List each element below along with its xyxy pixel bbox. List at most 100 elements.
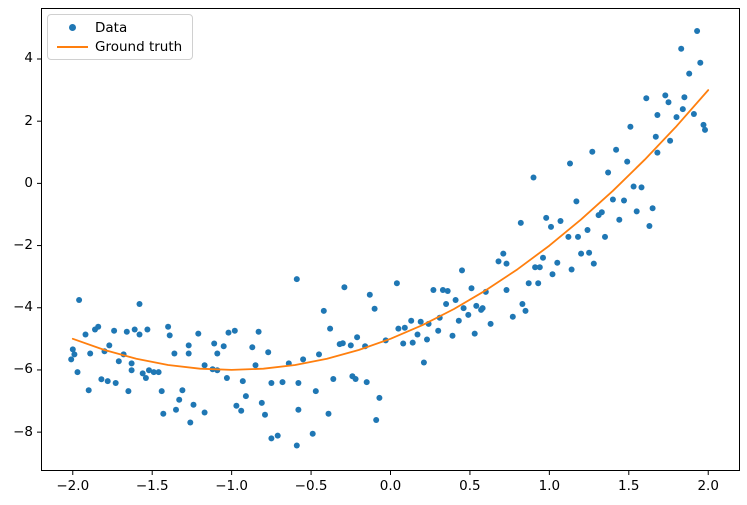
- data-point: [231, 327, 238, 334]
- data-point: [646, 223, 653, 229]
- data-point: [697, 59, 704, 66]
- data-point: [225, 329, 232, 336]
- data-point: [678, 45, 685, 52]
- x-tick-label: −1.0: [215, 478, 249, 494]
- data-point: [239, 378, 246, 385]
- data-point: [136, 331, 143, 338]
- data-point: [694, 28, 701, 34]
- data-point: [662, 92, 669, 99]
- data-point: [136, 301, 143, 307]
- data-point: [536, 264, 543, 271]
- data-point: [535, 280, 542, 287]
- data-point: [598, 209, 605, 216]
- axes-spines: [41, 8, 740, 471]
- y-tick-label: −4: [13, 299, 33, 316]
- data-point: [150, 369, 157, 376]
- data-point: [373, 417, 380, 423]
- data-marker-icon: [69, 24, 76, 31]
- data-point: [68, 356, 75, 363]
- data-point: [123, 328, 130, 335]
- data-point: [532, 264, 539, 271]
- data-point: [354, 334, 361, 341]
- data-point: [139, 370, 146, 377]
- data-point: [430, 287, 437, 293]
- data-point: [104, 378, 111, 385]
- data-point: [341, 284, 348, 291]
- data-point: [627, 123, 634, 130]
- data-point: [312, 388, 319, 395]
- data-point: [584, 227, 591, 233]
- data-point: [274, 432, 281, 439]
- legend-label-data: Data: [95, 19, 128, 36]
- data-point: [300, 356, 307, 363]
- data-point: [279, 379, 286, 386]
- data-point: [567, 160, 573, 167]
- data-point: [525, 280, 532, 287]
- data-point: [609, 196, 616, 203]
- data-point: [643, 95, 650, 102]
- data-point: [495, 258, 502, 265]
- data-point: [400, 340, 407, 347]
- data-point: [142, 375, 149, 381]
- data-point: [131, 326, 138, 333]
- data-point: [185, 342, 192, 349]
- x-tick-label: 1.0: [538, 478, 561, 494]
- y-tick-label: 4: [24, 50, 33, 67]
- data-point: [325, 410, 332, 417]
- data-point: [471, 330, 478, 337]
- data-point: [111, 327, 118, 334]
- data-point: [74, 369, 81, 376]
- data-point: [179, 387, 186, 394]
- data-point: [401, 324, 408, 331]
- data-point: [500, 250, 507, 257]
- data-point: [460, 305, 467, 312]
- x-tick-label: 1.5: [618, 478, 640, 494]
- data-point: [638, 184, 645, 191]
- data-point: [146, 367, 152, 374]
- data-point: [630, 183, 637, 190]
- data-point: [673, 114, 680, 121]
- data-point: [652, 133, 659, 140]
- y-tick-label: 2: [24, 112, 33, 129]
- data-point: [665, 99, 672, 106]
- data-point: [201, 409, 208, 416]
- y-tick-label: −6: [13, 361, 33, 378]
- data-point: [589, 148, 596, 155]
- data-point: [265, 349, 272, 356]
- data-point: [540, 254, 546, 261]
- data-point: [649, 205, 656, 212]
- data-point: [155, 369, 162, 376]
- data-point: [255, 328, 262, 335]
- data-point: [586, 249, 593, 256]
- data-point: [465, 311, 472, 318]
- data-point: [473, 302, 480, 309]
- data-point: [144, 326, 151, 333]
- x-tick-label: 2.0: [697, 478, 719, 494]
- data-point: [575, 233, 581, 240]
- data-point: [211, 340, 218, 347]
- data-point: [128, 360, 135, 367]
- data-point: [115, 358, 122, 365]
- data-point: [409, 339, 416, 346]
- data-point: [371, 305, 378, 312]
- data-point: [573, 198, 580, 205]
- data-point: [459, 267, 465, 274]
- data-point: [420, 359, 427, 366]
- data-point: [376, 394, 383, 401]
- data-point: [509, 313, 516, 320]
- data-point: [327, 325, 334, 332]
- data-point: [605, 169, 612, 176]
- data-point: [220, 343, 227, 350]
- data-point: [76, 297, 83, 303]
- data-point: [330, 376, 337, 382]
- data-point: [449, 332, 456, 339]
- data-point: [565, 233, 572, 240]
- data-point: [549, 271, 556, 278]
- data-point: [233, 402, 240, 409]
- data-point: [268, 380, 275, 386]
- data-point: [309, 430, 316, 437]
- data-point: [395, 325, 402, 332]
- y-tick-label: 0: [24, 174, 33, 191]
- data-point: [252, 362, 259, 369]
